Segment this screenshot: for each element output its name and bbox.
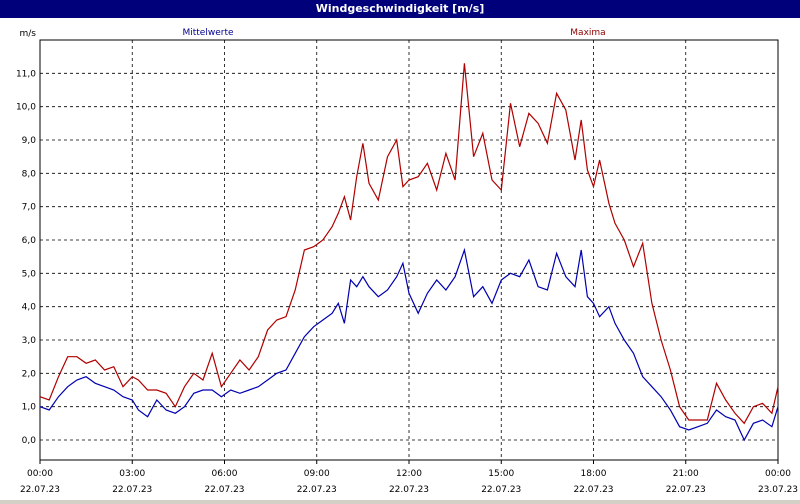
y-tick-label: 1,0 <box>22 403 37 413</box>
legend-entry-maxima: Maxima <box>570 28 605 38</box>
y-tick-label: 8,0 <box>22 169 37 179</box>
line-chart: 0,0 1,0 2,0 3,0 4,0 5,0 6,0 7,0 8,0 9,0 10,0 11,0 00… <box>16 28 798 495</box>
x-tick-label-date: 22.07.23 <box>112 485 152 495</box>
x-tick-label-time: 03:00 <box>119 469 145 479</box>
x-tick-label-date: 22.07.23 <box>666 485 706 495</box>
chart-title: Windgeschwindigkeit [m/s] <box>0 0 800 18</box>
x-tick-label-time: 12:00 <box>396 469 422 479</box>
x-tick-label-time: 21:00 <box>673 469 699 479</box>
y-tick-label: 11,0 <box>16 69 36 79</box>
chart-area: 0,0 1,0 2,0 3,0 4,0 5,0 6,0 7,0 8,0 9,0 10,0 11,0 00… <box>0 18 800 500</box>
y-tick-label: 10,0 <box>16 103 36 113</box>
x-tick-label-date: 22.07.23 <box>573 485 613 495</box>
x-tick-label-date: 22.07.23 <box>20 485 60 495</box>
y-tick-label: 7,0 <box>22 203 37 213</box>
x-tick-label-date: 23.07.23 <box>758 485 798 495</box>
x-tick-label-time: 15:00 <box>488 469 514 479</box>
x-tick-label-date: 22.07.23 <box>481 485 521 495</box>
x-tick-label-date: 22.07.23 <box>297 485 337 495</box>
x-tick-label-time: 00:00 <box>27 469 53 479</box>
y-tick-label: 4,0 <box>22 303 37 313</box>
y-tick-label: 2,0 <box>22 369 37 379</box>
x-tick-label-date: 22.07.23 <box>389 485 429 495</box>
y-tick-label: 6,0 <box>22 236 37 246</box>
x-tick-label-time: 06:00 <box>212 469 238 479</box>
y-tick-label: 3,0 <box>22 336 37 346</box>
series-line-mittelwerte <box>39 247 779 442</box>
x-tick-label-time: 09:00 <box>304 469 330 479</box>
x-tick-label-time: 00:00 <box>765 469 791 479</box>
legend-entry-mittelwerte: Mittelwerte <box>182 28 233 38</box>
series-line-maxima <box>39 63 779 425</box>
x-tick-label-time: 18:00 <box>581 469 607 479</box>
y-tick-label: 0,0 <box>22 436 37 446</box>
y-axis-label: m/s <box>20 29 37 39</box>
y-tick-label: 9,0 <box>22 136 37 146</box>
x-tick-label-date: 22.07.23 <box>204 485 244 495</box>
y-tick-label: 5,0 <box>22 269 37 279</box>
